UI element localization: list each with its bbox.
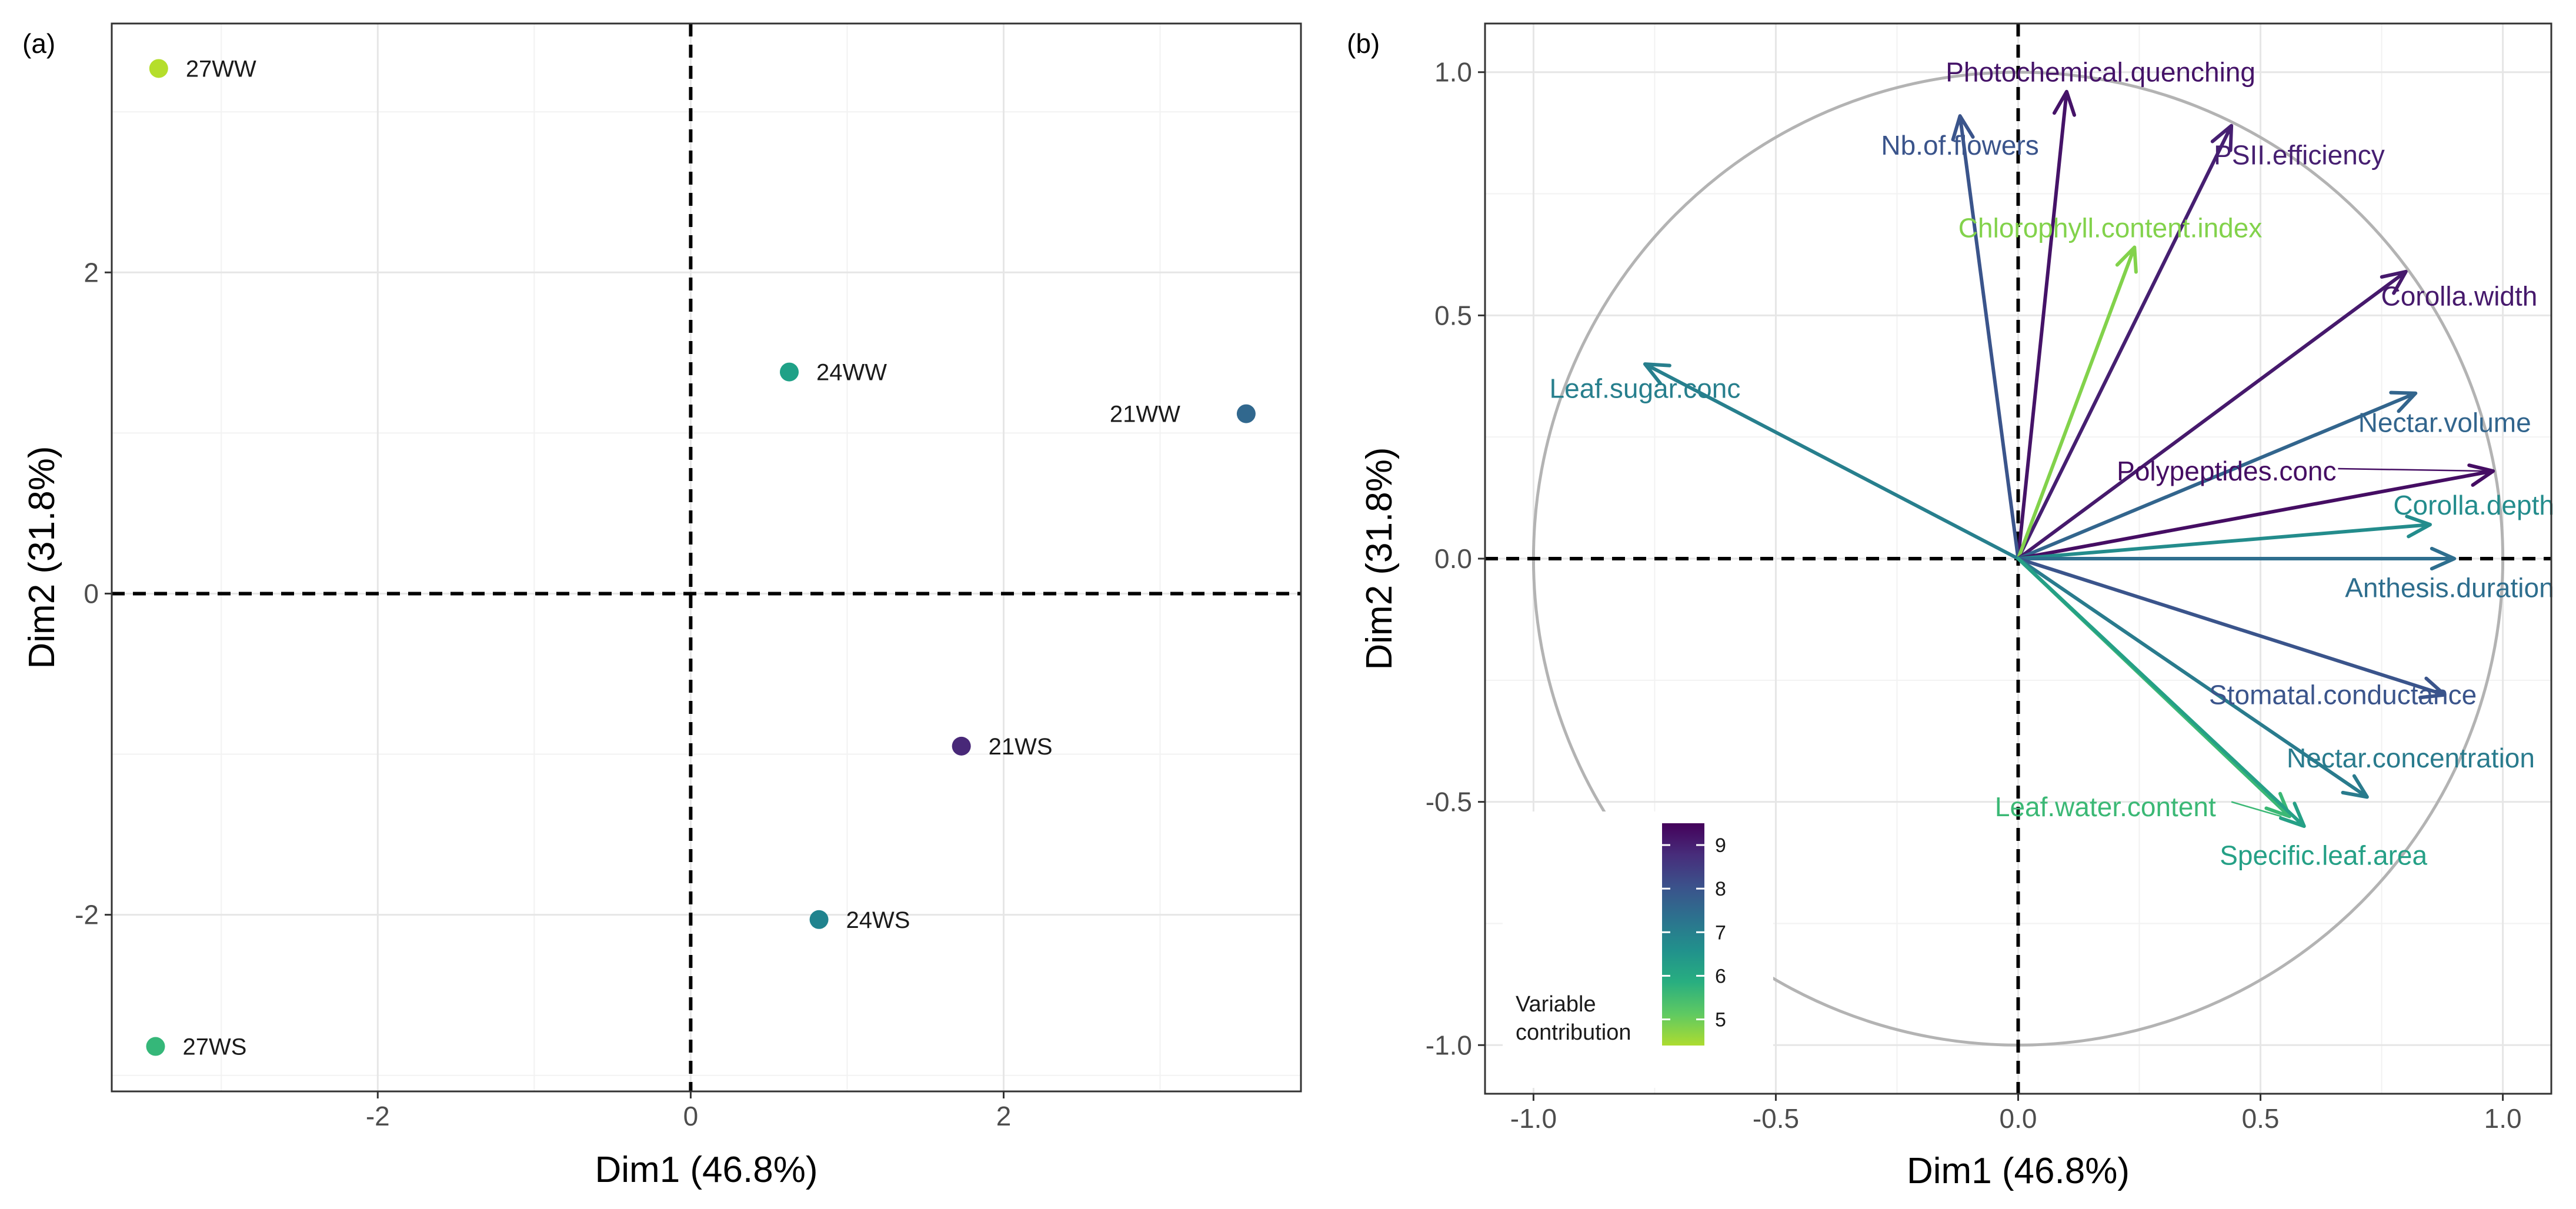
variable-label-polypeptides-conc: Polypeptides.conc [2117, 456, 2336, 486]
variable-label-photochemical-quenching: Photochemical.quenching [1946, 57, 2255, 88]
panel-a-y-tick-label: 0 [84, 578, 99, 609]
panel-a-y-axis-title: Dim2 (31.8%) [22, 446, 62, 669]
point-label-24WW: 24WW [816, 360, 887, 386]
panel-a-x-tick-label: -2 [366, 1101, 390, 1131]
legend-title: Variable contribution [1516, 992, 1631, 1045]
variable-label-corolla-depth: Corolla.depth [2393, 490, 2554, 520]
contribution-legend: 5 6 7 8 9 Variable contribution [1503, 811, 1773, 1088]
variable-label-nectar-concentration: Nectar.concentration [2287, 743, 2535, 773]
panel-b-y-tick-label: -0.5 [1426, 787, 1472, 817]
legend-tick-label: 6 [1715, 965, 1726, 987]
panel-a-y-tick-label: 2 [84, 257, 99, 288]
point-label-27WW: 27WW [186, 56, 256, 82]
arrow-corolla-depth [2016, 515, 2432, 560]
point-21WW [1236, 404, 1256, 423]
arrow-nectar-volume [2016, 390, 2418, 560]
arrow-leaf-sugar-conc [1643, 362, 2020, 560]
panel-b-y-tick-label: 1.0 [1434, 57, 1472, 88]
panel-a-y-tick-label: -2 [75, 900, 99, 930]
arrow-nectar-concentration [2016, 557, 2369, 799]
panel-b-y-axis-title: Dim2 (31.8%) [1359, 447, 1400, 670]
legend-tick-label: 8 [1715, 878, 1726, 900]
variable-label-nb-of-flowers: Nb.of.flowers [1881, 130, 2038, 161]
panel-b-x-tick-label: 0.0 [2000, 1103, 2037, 1134]
arrow-stomatal-conductance [2016, 557, 2447, 700]
arrow-specific-leaf-area [2016, 557, 2306, 828]
arrow-anthesis-duration [2016, 546, 2457, 571]
point-27WS [146, 1037, 165, 1056]
arrow-photochemical-quenching [2016, 89, 2076, 560]
variable-label-corolla-width: Corolla.width [2381, 280, 2537, 311]
legend-tick-label: 5 [1715, 1009, 1726, 1031]
point-21WS [952, 736, 971, 756]
arrow-nb-of-flowers [1951, 114, 2020, 560]
point-label-24WS: 24WS [846, 907, 910, 933]
legend-background [1503, 811, 1773, 1088]
arrow-chlorophyll-content-index [2016, 245, 2138, 560]
panel-a-frame [111, 22, 1302, 1093]
variable-label-specific-leaf-area: Specific.leaf.area [2220, 840, 2427, 871]
panel-a-x-axis-title: Dim1 (46.8%) [595, 1150, 818, 1190]
panel-b-x-tick-label: -0.5 [1753, 1103, 1799, 1134]
leader-line-polypeptides-conc [2338, 467, 2485, 472]
legend-tick-label: 7 [1715, 921, 1726, 944]
panel-b-x-axis-title: Dim1 (46.8%) [1907, 1151, 2130, 1191]
legend-colorbar [1662, 823, 1704, 1046]
panel-a-x-tick-label: 2 [996, 1101, 1012, 1131]
variable-label-psii-efficiency: PSII.efficiency [2214, 139, 2385, 170]
panel-a-individuals-plot: (a) 27WW 24WW 21WW 21WS 24WS 27WS -2 0 2 -2 0 2 Dim1 … [22, 22, 1302, 1190]
panel-b-x-tick-label: -1.0 [1510, 1103, 1557, 1134]
point-24WW [780, 362, 799, 382]
point-24WS [809, 910, 829, 929]
panel-b-x-tick-label: 1.0 [2484, 1103, 2522, 1134]
variable-label-stomatal-conductance: Stomatal.conductance [2209, 680, 2477, 710]
arrow-corolla-width [2016, 269, 2408, 560]
panel-b-y-tick-label: 0.0 [1434, 543, 1472, 574]
variable-label-chlorophyll-content-index: Chlorophyll.content.index [1958, 212, 2263, 243]
leader-line-leaf-water-content [2231, 801, 2282, 817]
panel-b-x-tick-label: 0.5 [2242, 1103, 2280, 1134]
panel-b-y-tick-label: 0.5 [1434, 300, 1472, 330]
variable-label-anthesis-duration: Anthesis.duration [2345, 573, 2554, 603]
point-27WW [149, 59, 168, 78]
panel-b-y-tick-label: -1.0 [1426, 1030, 1472, 1060]
variable-label-nectar-volume: Nectar.volume [2358, 407, 2531, 437]
arrow-polypeptides-conc [2016, 463, 2495, 560]
arrow-psii-efficiency [2016, 123, 2234, 560]
panel-a-label: (a) [22, 28, 55, 59]
point-label-21WS: 21WS [989, 734, 1053, 760]
panel-a-x-tick-label: 0 [683, 1101, 699, 1131]
legend-tick-label: 9 [1715, 834, 1726, 857]
point-label-27WS: 27WS [182, 1034, 246, 1060]
variable-label-leaf-water-content: Leaf.water.content [1995, 791, 2216, 822]
panel-b-variables-correlation-circle: (b) Photochemical.quenching Nb.of.flowers P… [1347, 22, 2554, 1191]
panel-b-label: (b) [1347, 28, 1380, 59]
variable-label-leaf-sugar-conc: Leaf.sugar.conc [1550, 373, 1741, 403]
point-label-21WW: 21WW [1110, 402, 1180, 428]
